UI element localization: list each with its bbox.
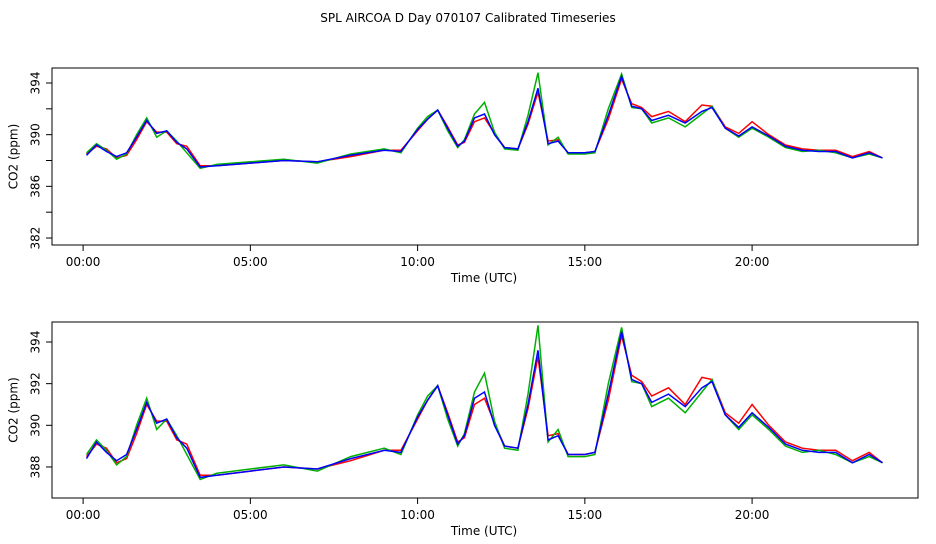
y-tick-label: 390 [29, 123, 43, 146]
plot-frame [51, 321, 919, 499]
x-tick-label: 20:00 [735, 508, 770, 522]
y-tick-label: 390 [29, 414, 43, 437]
x-tick-label: 15:00 [568, 255, 603, 269]
plot-frame [51, 67, 919, 246]
y-tick-label: 386 [29, 175, 43, 198]
x-tick-label: 00:00 [66, 508, 101, 522]
data-line [85, 331, 883, 479]
data-line [85, 74, 883, 168]
chart-title: SPL AIRCOA D Day 070107 Calibrated Times… [320, 11, 615, 25]
x-tick-label: 00:00 [66, 255, 101, 269]
y-tick-label: 392 [29, 372, 43, 395]
y-axis-label: CO2 (ppm) [7, 124, 21, 190]
x-tick-label: 10:00 [400, 508, 435, 522]
y-tick-label: 394 [29, 72, 43, 95]
x-axis-label: Time (UTC) [450, 524, 517, 538]
y-axis-label: CO2 (ppm) [7, 377, 21, 443]
y-tick-label: 394 [29, 331, 43, 354]
y-tick-label: 388 [29, 456, 43, 479]
y-tick-label: 382 [29, 227, 43, 250]
x-axis-label: Time (UTC) [450, 271, 517, 285]
x-tick-label: 20:00 [735, 255, 770, 269]
x-tick-label: 15:00 [568, 508, 603, 522]
x-tick-label: 10:00 [400, 255, 435, 269]
x-tick-label: 05:00 [233, 508, 268, 522]
x-tick-label: 05:00 [233, 255, 268, 269]
